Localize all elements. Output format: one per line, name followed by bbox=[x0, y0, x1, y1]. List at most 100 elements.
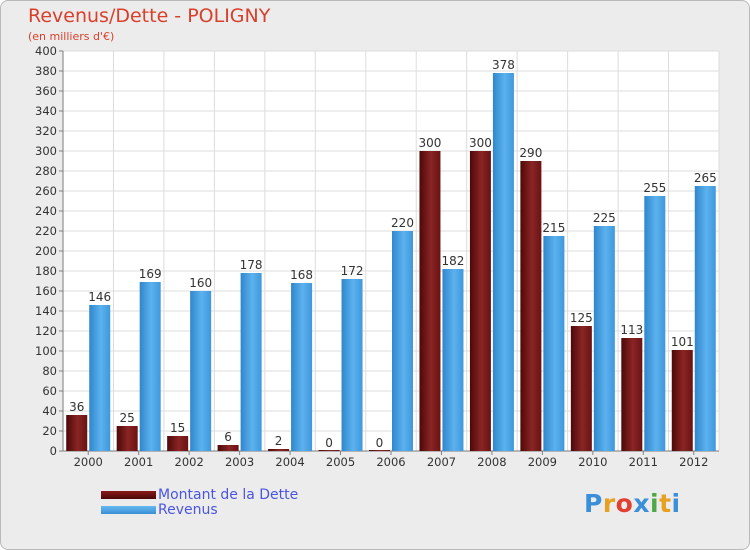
x-tick-label: 2008 bbox=[477, 455, 506, 469]
y-tick-label: 300 bbox=[35, 144, 57, 158]
y-tick-label: 0 bbox=[50, 444, 57, 458]
y-tick-label: 100 bbox=[35, 344, 57, 358]
data-label-dette: 25 bbox=[120, 411, 135, 425]
logo-letter: r bbox=[602, 489, 616, 518]
data-label-dette: 0 bbox=[376, 436, 384, 450]
x-tick-label: 2005 bbox=[326, 455, 355, 469]
x-tick-label: 2010 bbox=[578, 455, 607, 469]
bar-dette bbox=[369, 450, 390, 451]
logo-letter: i bbox=[650, 489, 660, 518]
y-tick-label: 380 bbox=[35, 64, 57, 78]
data-label-revenus: 265 bbox=[694, 171, 717, 185]
y-tick-label: 120 bbox=[35, 324, 57, 338]
bar-dette bbox=[621, 338, 643, 451]
data-label-dette: 125 bbox=[570, 311, 593, 325]
bar-revenus bbox=[492, 73, 514, 451]
data-label-revenus: 172 bbox=[341, 264, 364, 278]
data-label-dette: 300 bbox=[469, 136, 492, 150]
bar-dette bbox=[217, 445, 239, 451]
data-label-revenus: 220 bbox=[391, 216, 414, 230]
data-label-revenus: 160 bbox=[189, 276, 212, 290]
legend: Montant de la Dette Revenus bbox=[101, 486, 299, 518]
y-tick-label: 220 bbox=[35, 224, 57, 238]
x-tick-label: 2011 bbox=[629, 455, 658, 469]
y-tick-label: 60 bbox=[42, 384, 57, 398]
data-label-revenus: 169 bbox=[139, 267, 162, 281]
y-tick-label: 360 bbox=[35, 84, 57, 98]
data-label-revenus: 146 bbox=[88, 290, 111, 304]
y-tick-label: 400 bbox=[35, 44, 57, 58]
logo-letter: P bbox=[584, 489, 603, 518]
bar-revenus bbox=[139, 282, 161, 451]
bar-dette bbox=[419, 151, 441, 451]
x-tick-label: 2009 bbox=[528, 455, 557, 469]
legend-swatch-revenus bbox=[101, 505, 156, 514]
bar-revenus bbox=[644, 196, 666, 451]
bar-dette bbox=[268, 449, 290, 451]
bar-revenus bbox=[694, 186, 716, 451]
bar-revenus bbox=[240, 273, 262, 451]
x-tick-label: 2004 bbox=[275, 455, 304, 469]
bar-dette bbox=[167, 436, 189, 451]
data-label-dette: 36 bbox=[69, 400, 84, 414]
bar-dette bbox=[570, 326, 592, 451]
y-tick-label: 260 bbox=[35, 184, 57, 198]
y-tick-label: 140 bbox=[35, 304, 57, 318]
bar-revenus bbox=[89, 305, 111, 451]
x-tick-label: 2000 bbox=[74, 455, 103, 469]
legend-swatch-debt bbox=[101, 490, 156, 499]
x-tick-label: 2012 bbox=[679, 455, 708, 469]
logo-letter: o bbox=[615, 489, 634, 518]
bar-dette bbox=[469, 151, 491, 451]
y-tick-label: 180 bbox=[35, 264, 57, 278]
data-label-revenus: 168 bbox=[290, 268, 313, 282]
bar-revenus bbox=[392, 231, 413, 451]
bar-dette bbox=[520, 161, 542, 451]
logo-letter: x bbox=[633, 489, 650, 518]
y-tick-label: 40 bbox=[42, 404, 57, 418]
bar-revenus bbox=[593, 226, 615, 451]
proxiti-logo: Proxiti bbox=[584, 489, 681, 518]
y-tick-label: 160 bbox=[35, 284, 57, 298]
data-label-revenus: 255 bbox=[643, 181, 666, 195]
legend-label-revenus: Revenus bbox=[158, 501, 218, 518]
y-tick-label: 340 bbox=[35, 104, 57, 118]
data-label-dette: 290 bbox=[519, 146, 542, 160]
data-label-revenus: 378 bbox=[492, 58, 515, 72]
data-label-revenus: 182 bbox=[442, 254, 465, 268]
bar-dette bbox=[66, 415, 88, 451]
bar-dette bbox=[116, 426, 138, 451]
data-label-dette: 113 bbox=[620, 323, 643, 337]
data-label-dette: 0 bbox=[325, 436, 333, 450]
data-label-revenus: 215 bbox=[542, 221, 565, 235]
bar-revenus bbox=[190, 291, 212, 451]
legend-item-revenus: Revenus bbox=[101, 501, 298, 518]
y-tick-label: 280 bbox=[35, 164, 57, 178]
bar-revenus bbox=[291, 283, 313, 451]
bar-revenus bbox=[442, 269, 464, 451]
y-tick-label: 80 bbox=[42, 364, 57, 378]
data-label-revenus: 178 bbox=[240, 258, 263, 272]
bar-revenus bbox=[341, 279, 363, 451]
bar-dette bbox=[671, 350, 693, 451]
data-label-dette: 15 bbox=[170, 421, 185, 435]
bar-revenus bbox=[543, 236, 565, 451]
data-label-dette: 2 bbox=[275, 434, 283, 448]
x-tick-label: 2001 bbox=[124, 455, 153, 469]
data-label-dette: 101 bbox=[671, 335, 694, 349]
legend-label-debt: Montant de la Dette bbox=[158, 486, 299, 503]
legend-item-debt: Montant de la Dette bbox=[101, 486, 299, 503]
x-tick-label: 2003 bbox=[225, 455, 254, 469]
y-tick-label: 240 bbox=[35, 204, 57, 218]
logo-letter: t bbox=[659, 489, 672, 518]
x-tick-label: 2006 bbox=[376, 455, 405, 469]
x-tick-label: 2002 bbox=[175, 455, 204, 469]
logo-letter: i bbox=[671, 489, 681, 518]
y-tick-label: 200 bbox=[35, 244, 57, 258]
chart-subtitle: (en milliers d'€) bbox=[28, 30, 115, 43]
y-tick-label: 320 bbox=[35, 124, 57, 138]
x-tick-label: 2007 bbox=[427, 455, 456, 469]
data-label-dette: 300 bbox=[419, 136, 442, 150]
chart-title: Revenus/Dette - POLIGNY bbox=[28, 5, 271, 27]
